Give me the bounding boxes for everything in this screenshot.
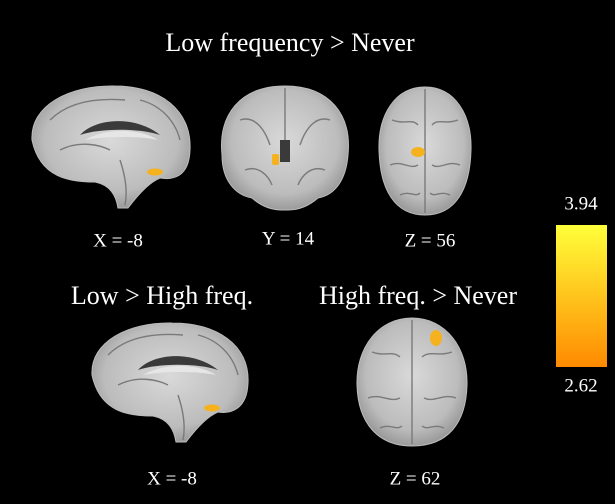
slice-label: X = -8 bbox=[93, 230, 143, 251]
panel-title: High freq. > Never bbox=[319, 281, 517, 310]
slice-label: Z = 62 bbox=[390, 468, 441, 489]
panel-title: Low > High freq. bbox=[71, 281, 253, 310]
slice-label: X = -8 bbox=[147, 468, 197, 489]
slice-label: Z = 56 bbox=[405, 230, 456, 251]
figure: Low frequency > Never X = -8 Y = 14 Z = … bbox=[0, 0, 615, 504]
colorbar-max: 3.94 bbox=[564, 193, 598, 214]
slice-label: Y = 14 bbox=[262, 228, 315, 249]
coronal-brain bbox=[222, 86, 349, 210]
colorbar bbox=[556, 225, 607, 367]
colorbar-min: 2.62 bbox=[564, 375, 597, 396]
axial-brain bbox=[357, 318, 467, 446]
background bbox=[0, 0, 615, 504]
axial-brain bbox=[379, 87, 471, 215]
panel-title: Low frequency > Never bbox=[165, 28, 415, 57]
